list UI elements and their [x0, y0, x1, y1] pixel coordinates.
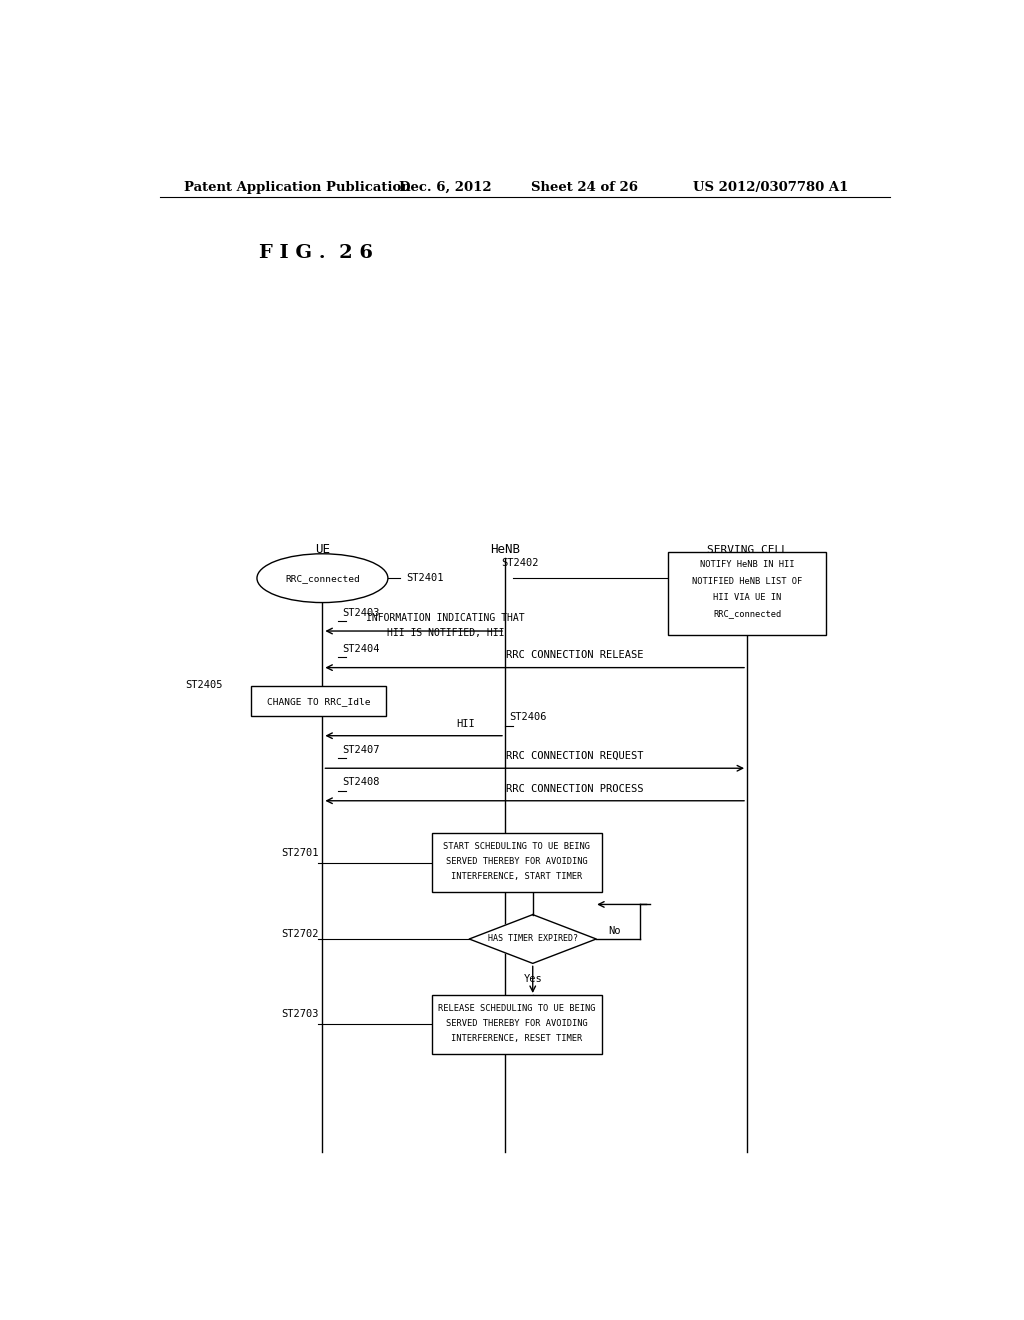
Text: ST2405: ST2405 [185, 680, 223, 690]
Text: RRC CONNECTION RELEASE: RRC CONNECTION RELEASE [506, 651, 643, 660]
Text: US 2012/0307780 A1: US 2012/0307780 A1 [693, 181, 849, 194]
Text: RRC_connected: RRC_connected [713, 610, 781, 618]
Text: HII VIA UE IN: HII VIA UE IN [713, 593, 781, 602]
Text: Sheet 24 of 26: Sheet 24 of 26 [530, 181, 638, 194]
Text: ST2408: ST2408 [342, 777, 380, 788]
Text: RRC CONNECTION REQUEST: RRC CONNECTION REQUEST [506, 751, 643, 762]
Text: F I G .  2 6: F I G . 2 6 [259, 244, 373, 261]
Text: Yes: Yes [523, 974, 542, 983]
Text: ST2403: ST2403 [342, 607, 380, 618]
Text: START SCHEDULING TO UE BEING: START SCHEDULING TO UE BEING [443, 842, 591, 851]
Bar [668, 552, 826, 635]
Text: ST2406: ST2406 [509, 713, 547, 722]
Text: RRC CONNECTION PROCESS: RRC CONNECTION PROCESS [506, 784, 643, 793]
Text: NOTIFY HeNB IN HII: NOTIFY HeNB IN HII [699, 561, 795, 569]
Text: Patent Application Publication: Patent Application Publication [183, 181, 411, 194]
Text: ST2404: ST2404 [342, 644, 380, 655]
Text: NOTIFIED HeNB LIST OF: NOTIFIED HeNB LIST OF [692, 577, 802, 586]
Text: UE: UE [315, 544, 330, 556]
Text: CHANGE TO RRC_Idle: CHANGE TO RRC_Idle [266, 697, 371, 706]
Text: RRC_connected: RRC_connected [285, 574, 359, 582]
Text: RELEASE SCHEDULING TO UE BEING: RELEASE SCHEDULING TO UE BEING [438, 1003, 596, 1012]
Text: ST2407: ST2407 [342, 744, 380, 755]
Text: INFORMATION INDICATING THAT: INFORMATION INDICATING THAT [367, 612, 524, 623]
Polygon shape [469, 915, 596, 964]
Text: Dec. 6, 2012: Dec. 6, 2012 [399, 181, 492, 194]
Text: SERVED THEREBY FOR AVOIDING: SERVED THEREBY FOR AVOIDING [446, 1019, 588, 1028]
Text: ST2701: ST2701 [281, 847, 318, 858]
Text: SERVED THEREBY FOR AVOIDING: SERVED THEREBY FOR AVOIDING [446, 857, 588, 866]
Text: No: No [608, 925, 621, 936]
Text: SERVING CELL: SERVING CELL [707, 545, 787, 554]
Text: INTERFERENCE, START TIMER: INTERFERENCE, START TIMER [452, 873, 583, 882]
Text: ST2402: ST2402 [501, 558, 539, 568]
Bar [431, 833, 602, 892]
Text: ST2702: ST2702 [281, 929, 318, 939]
Text: ST2401: ST2401 [406, 573, 443, 583]
Text: INTERFERENCE, RESET TIMER: INTERFERENCE, RESET TIMER [452, 1034, 583, 1043]
Bar [251, 686, 386, 717]
Ellipse shape [257, 554, 388, 602]
Bar [431, 995, 602, 1053]
Text: ST2703: ST2703 [281, 1010, 318, 1019]
Text: HAS TIMER EXPIRED?: HAS TIMER EXPIRED? [487, 935, 578, 944]
Text: HII: HII [456, 718, 475, 729]
Text: HeNB: HeNB [489, 544, 520, 556]
Text: HII IS NOTIFIED, HII: HII IS NOTIFIED, HII [387, 628, 504, 638]
